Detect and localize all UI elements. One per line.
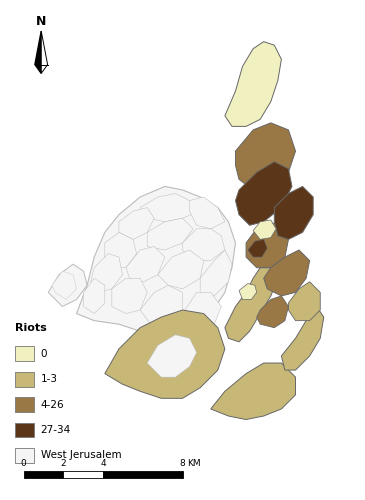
Polygon shape — [41, 31, 47, 74]
Polygon shape — [84, 278, 105, 314]
Polygon shape — [288, 282, 320, 321]
Polygon shape — [48, 264, 87, 306]
Bar — [15, 346, 34, 361]
Polygon shape — [35, 31, 41, 74]
Text: 0: 0 — [21, 459, 26, 468]
Polygon shape — [147, 335, 197, 377]
Polygon shape — [281, 306, 324, 370]
Bar — [15, 397, 34, 412]
Polygon shape — [158, 250, 204, 289]
Polygon shape — [264, 250, 310, 296]
Text: N: N — [36, 14, 46, 28]
Polygon shape — [182, 292, 221, 328]
Text: Riots: Riots — [15, 323, 46, 333]
Polygon shape — [140, 286, 182, 324]
Polygon shape — [77, 186, 235, 335]
Polygon shape — [119, 208, 154, 240]
Text: 0: 0 — [41, 349, 47, 359]
Text: 8: 8 — [180, 459, 185, 468]
Text: 4: 4 — [100, 459, 106, 468]
Polygon shape — [239, 284, 257, 300]
Bar — [103, 470, 182, 478]
Polygon shape — [253, 220, 276, 240]
Polygon shape — [246, 222, 288, 268]
Bar — [24, 470, 63, 478]
Text: 27-34: 27-34 — [41, 425, 71, 435]
Polygon shape — [274, 186, 313, 240]
Polygon shape — [52, 271, 77, 300]
Polygon shape — [182, 229, 225, 260]
Polygon shape — [189, 197, 225, 229]
Text: 2: 2 — [61, 459, 66, 468]
Bar — [15, 448, 34, 463]
Text: KM: KM — [187, 459, 200, 468]
Polygon shape — [200, 250, 232, 296]
Polygon shape — [126, 246, 165, 282]
Text: 4-26: 4-26 — [41, 400, 64, 409]
Polygon shape — [112, 278, 147, 314]
Polygon shape — [105, 232, 137, 268]
Polygon shape — [140, 194, 200, 222]
Polygon shape — [91, 254, 123, 292]
Bar — [15, 372, 34, 386]
Bar — [15, 422, 34, 438]
Polygon shape — [248, 240, 267, 257]
Polygon shape — [257, 296, 288, 328]
Polygon shape — [235, 123, 296, 190]
Text: 1-3: 1-3 — [41, 374, 58, 384]
Polygon shape — [211, 363, 296, 420]
Polygon shape — [235, 162, 292, 226]
Polygon shape — [105, 310, 225, 398]
Polygon shape — [225, 42, 281, 126]
Polygon shape — [147, 218, 193, 250]
Polygon shape — [225, 268, 278, 342]
Text: West Jerusalem: West Jerusalem — [41, 450, 121, 460]
Bar — [63, 470, 103, 478]
